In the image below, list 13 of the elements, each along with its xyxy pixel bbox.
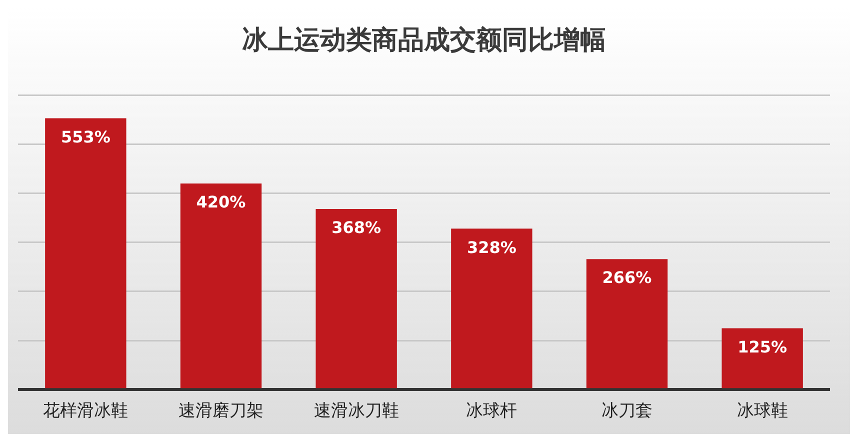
data-label: 328% <box>466 238 516 257</box>
x-tick-label: 冰球杆 <box>466 401 518 422</box>
x-tick-label: 冰球鞋 <box>736 401 788 422</box>
data-label: 125% <box>738 337 788 356</box>
data-label: 266% <box>602 268 652 288</box>
data-label: 553% <box>60 127 110 146</box>
data-label: 420% <box>196 192 246 212</box>
x-tick-label: 速滑冰刀鞋 <box>314 401 399 422</box>
x-tick-label: 花样滑冰鞋 <box>43 401 128 422</box>
x-tick-label: 速滑磨刀架 <box>178 401 264 422</box>
chart-title: 冰上运动类商品成交额同比增幅 <box>242 25 606 56</box>
x-tick-label: 冰刀套 <box>602 401 652 422</box>
data-label: 368% <box>332 218 382 238</box>
